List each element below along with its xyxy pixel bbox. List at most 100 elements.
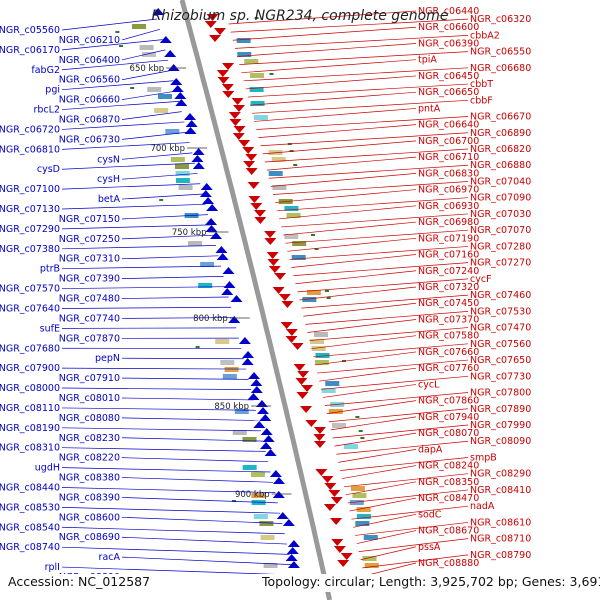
forward-strand-gene bbox=[254, 217, 267, 224]
gene-label-right: NGR_c08070 bbox=[418, 428, 479, 439]
reverse-strand-gene bbox=[241, 358, 254, 365]
gene-label-left: NGR_c08740 bbox=[0, 542, 60, 553]
gene-label-left: betA bbox=[98, 194, 121, 205]
label-leader-line bbox=[243, 67, 469, 82]
gene-label-left: racA bbox=[99, 552, 121, 563]
gene-label-left: NGR_c07900 bbox=[0, 363, 60, 374]
label-leader-line bbox=[61, 80, 174, 91]
label-leader-line bbox=[256, 116, 469, 130]
feature-marker bbox=[119, 45, 124, 47]
feature-marker bbox=[358, 430, 363, 432]
feature-marker bbox=[130, 87, 135, 89]
feature-track-block bbox=[141, 52, 156, 57]
gene-label-left: NGR_c07250 bbox=[59, 234, 120, 245]
forward-strand-gene bbox=[293, 364, 306, 371]
label-leader-line bbox=[61, 39, 163, 51]
reverse-strand-gene bbox=[205, 225, 218, 232]
forward-strand-gene bbox=[337, 560, 350, 567]
gene-label-left: NGR_c06660 bbox=[59, 95, 120, 106]
forward-strand-gene bbox=[221, 84, 234, 91]
feature-marker bbox=[314, 248, 319, 250]
label-leader-line bbox=[61, 487, 276, 493]
gene-label-left: pepN bbox=[95, 353, 120, 364]
label-leader-line bbox=[121, 437, 264, 442]
label-leader-line bbox=[121, 477, 273, 483]
reverse-strand-gene bbox=[185, 120, 198, 127]
feature-track-block bbox=[362, 556, 377, 561]
gene-label-left: NGR_c07290 bbox=[0, 224, 60, 235]
reverse-strand-gene bbox=[171, 85, 184, 92]
gene-label-right: cbbF bbox=[470, 95, 493, 106]
feature-marker bbox=[324, 290, 329, 292]
label-leader-line bbox=[332, 424, 469, 439]
feature-marker bbox=[232, 500, 236, 502]
feature-track-block bbox=[234, 409, 249, 414]
label-leader-line bbox=[266, 156, 417, 171]
feature-track-block bbox=[187, 241, 202, 246]
label-leader-line bbox=[61, 224, 211, 230]
backbone-arc bbox=[179, 0, 333, 600]
gene-label-left: NGR_c06870 bbox=[59, 115, 120, 126]
label-leader-line bbox=[121, 296, 229, 299]
reverse-strand-gene bbox=[282, 519, 295, 526]
gene-label-right: NGR_c07660 bbox=[418, 347, 479, 358]
feature-track-block bbox=[286, 213, 301, 218]
feature-marker bbox=[355, 416, 360, 418]
gene-label-left: NGR_c06210 bbox=[59, 35, 120, 46]
feature-track-block bbox=[242, 465, 257, 470]
gene-label-right: NGR_c07530 bbox=[470, 306, 531, 317]
gene-features bbox=[115, 8, 384, 582]
gene-label-left: NGR_c08230 bbox=[59, 433, 120, 444]
gene-label-right: NGR_c06820 bbox=[470, 144, 531, 155]
feature-track-block bbox=[260, 535, 275, 540]
feature-track-block bbox=[170, 157, 185, 162]
gene-label-right: NGR_c06970 bbox=[418, 185, 479, 196]
forward-strand-gene bbox=[229, 119, 242, 126]
label-leader-line bbox=[121, 497, 278, 504]
label-leader-line bbox=[262, 140, 417, 155]
gene-label-right: sodC bbox=[418, 509, 442, 520]
reverse-strand-gene bbox=[276, 512, 289, 519]
label-leader-line bbox=[61, 18, 158, 31]
gene-label-right: NGR_c07090 bbox=[470, 193, 531, 204]
reverse-strand-gene bbox=[286, 547, 299, 554]
forward-strand-gene bbox=[313, 427, 326, 434]
feature-track-block bbox=[328, 409, 343, 414]
gene-label-left: cysH bbox=[97, 174, 120, 185]
feature-marker bbox=[159, 199, 164, 201]
label-leader-line bbox=[61, 121, 185, 130]
label-leader-line bbox=[61, 162, 195, 170]
feature-track-block bbox=[154, 108, 169, 113]
label-leader-line bbox=[121, 214, 209, 220]
feature-track-block bbox=[268, 171, 283, 176]
gene-label-right: pssA bbox=[418, 542, 441, 553]
forward-strand-gene bbox=[331, 539, 344, 546]
gene-label-left: NGR_c08530 bbox=[0, 502, 60, 513]
feature-marker bbox=[195, 346, 200, 348]
label-leader-line bbox=[121, 173, 198, 180]
label-leader-line bbox=[258, 124, 417, 138]
label-leader-line bbox=[283, 221, 417, 236]
label-leader-line bbox=[61, 387, 252, 390]
gene-label-right: NGR_c07320 bbox=[418, 282, 479, 293]
label-leader-line bbox=[351, 505, 469, 520]
reverse-strand-gene bbox=[223, 281, 236, 288]
reverse-strand-gene bbox=[159, 36, 172, 43]
kbp-tick-label: 900 kbp bbox=[235, 490, 270, 500]
reverse-strand-gene bbox=[184, 113, 197, 120]
gene-label-left: NGR_c07680 bbox=[0, 343, 60, 354]
label-leader-line bbox=[360, 546, 417, 561]
gene-label-right: NGR_c08350 bbox=[418, 477, 479, 488]
forward-strand-gene bbox=[285, 329, 298, 336]
gene-label-left: NGR_c08080 bbox=[59, 413, 120, 424]
label-leader-line bbox=[61, 566, 295, 576]
reverse-strand-gene bbox=[247, 393, 260, 400]
label-leader-line bbox=[61, 467, 271, 473]
label-leader-line bbox=[260, 132, 469, 147]
forward-strand-gene bbox=[238, 140, 251, 147]
forward-strand-gene bbox=[281, 301, 294, 308]
label-leader-line bbox=[338, 449, 417, 463]
label-leader-line bbox=[321, 375, 469, 390]
gene-label-left: NGR_c07150 bbox=[59, 214, 120, 225]
reverse-strand-gene bbox=[222, 267, 235, 274]
